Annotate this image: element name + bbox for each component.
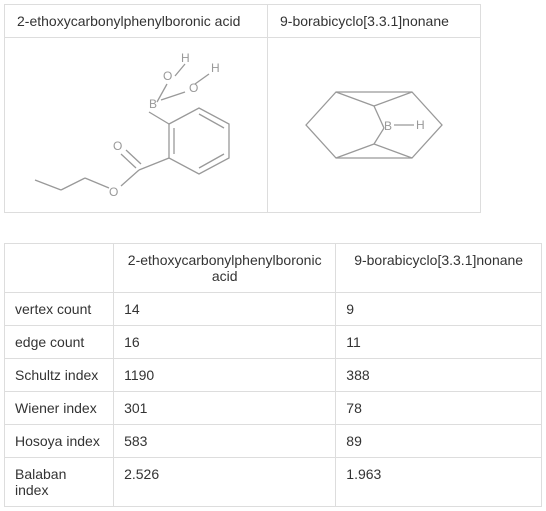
table-row: Schultz index 1190 388 [5, 359, 542, 392]
svg-text:H: H [181, 51, 190, 65]
compound-name-1: 2-ethoxycarbonylphenylboronic acid [5, 5, 268, 38]
property-label: Balaban index [5, 458, 114, 507]
property-value: 78 [336, 392, 542, 425]
property-label: Hosoya index [5, 425, 114, 458]
svg-text:H: H [416, 118, 425, 132]
property-label: Wiener index [5, 392, 114, 425]
property-value: 1.963 [336, 458, 542, 507]
property-value: 583 [114, 425, 336, 458]
properties-table: 2-ethoxycarbonylphenylboronic acid 9-bor… [4, 243, 542, 507]
property-value: 14 [114, 293, 336, 326]
property-value: 2.526 [114, 458, 336, 507]
table-row: vertex count 14 9 [5, 293, 542, 326]
table-row: Balaban index 2.526 1.963 [5, 458, 542, 507]
property-value: 388 [336, 359, 542, 392]
header-compound-2: 9-borabicyclo[3.3.1]nonane [336, 244, 542, 293]
svg-text:H: H [211, 61, 220, 75]
property-value: 89 [336, 425, 542, 458]
property-label: Schultz index [5, 359, 114, 392]
compound-structures-table: 2-ethoxycarbonylphenylboronic acid 9-bor… [4, 4, 481, 213]
svg-text:O: O [189, 81, 198, 95]
structure-cell-1: B O O H H O O [5, 38, 268, 213]
svg-text:O: O [109, 185, 118, 199]
property-label: vertex count [5, 293, 114, 326]
svg-text:O: O [163, 69, 172, 83]
property-value: 9 [336, 293, 542, 326]
svg-text:O: O [113, 139, 122, 153]
structure-diagram-1: B O O H H O O [13, 46, 259, 204]
svg-text:B: B [149, 97, 157, 111]
property-value: 1190 [114, 359, 336, 392]
property-value: 301 [114, 392, 336, 425]
property-value: 11 [336, 326, 542, 359]
table-row: Wiener index 301 78 [5, 392, 542, 425]
property-label: edge count [5, 326, 114, 359]
header-empty [5, 244, 114, 293]
table-row: edge count 16 11 [5, 326, 542, 359]
table-row: Hosoya index 583 89 [5, 425, 542, 458]
property-value: 16 [114, 326, 336, 359]
compound-name-2: 9-borabicyclo[3.3.1]nonane [268, 5, 481, 38]
svg-text:B: B [384, 119, 392, 133]
structure-cell-2: B H [268, 38, 481, 213]
header-compound-1: 2-ethoxycarbonylphenylboronic acid [114, 244, 336, 293]
structure-diagram-2: B H [276, 46, 472, 204]
